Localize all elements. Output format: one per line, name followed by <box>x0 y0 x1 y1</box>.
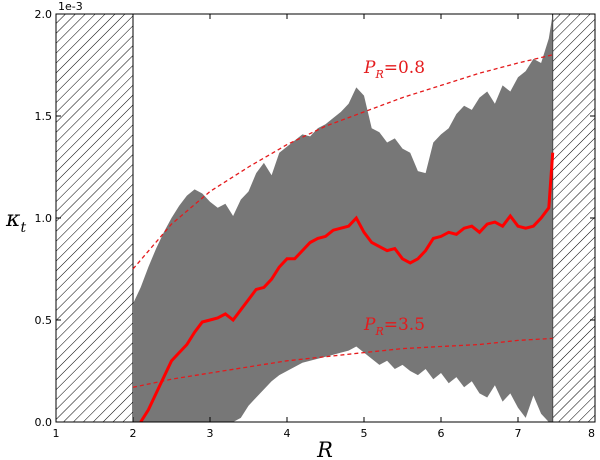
annotation-pr-0.8-sub: R <box>374 68 383 81</box>
y-axis-label: κt <box>5 207 26 236</box>
variance-band <box>133 14 553 422</box>
x-tick-label: 5 <box>361 427 368 440</box>
y-tick-label: 2.0 <box>35 8 53 21</box>
x-axis-label: R <box>316 438 333 460</box>
x-tick-label: 6 <box>438 427 445 440</box>
annotation-pr-3.5-symbol: P <box>363 315 376 335</box>
model-line-pr-3.5 <box>132 337 553 388</box>
annotation-pr-3.5-value: =3.5 <box>384 315 425 335</box>
x-tick-label: 4 <box>284 427 291 440</box>
x-tick-label: 7 <box>515 427 522 440</box>
y-tick-label: 1.0 <box>35 212 53 225</box>
hatched-region-1 <box>552 13 596 423</box>
x-tick-label: 2 <box>130 427 137 440</box>
y-axis-label-main: κ <box>5 207 21 232</box>
x-tick-label: 1 <box>53 427 60 440</box>
y-axis-label-sub: t <box>20 220 26 236</box>
annotation-pr-3.5-sub: R <box>374 325 383 338</box>
mean-kappa-line <box>139 152 555 422</box>
annotation-pr-0.8: PR=0.8 <box>363 58 425 81</box>
annotation-pr-0.8-symbol: P <box>363 58 376 78</box>
y-tick-label: 1.5 <box>35 110 53 123</box>
annotation-pr-0.8-value: =0.8 <box>384 58 425 78</box>
hatched-region-0 <box>55 13 134 423</box>
y-tick-label: 0.5 <box>35 314 53 327</box>
model-line-pr-0.8 <box>132 54 553 270</box>
x-tick-label: 8 <box>588 427 595 440</box>
y-scale-label: 1e-3 <box>58 0 83 13</box>
y-tick-label: 0.0 <box>35 416 53 429</box>
annotation-pr-3.5: PR=3.5 <box>363 315 425 338</box>
x-tick-label: 3 <box>207 427 214 440</box>
axis-ticks: 1 2 3 4 5 6 7 8 0.0 0.5 1.0 1.5 2.0 <box>35 8 596 440</box>
hatched-regions <box>55 13 596 423</box>
